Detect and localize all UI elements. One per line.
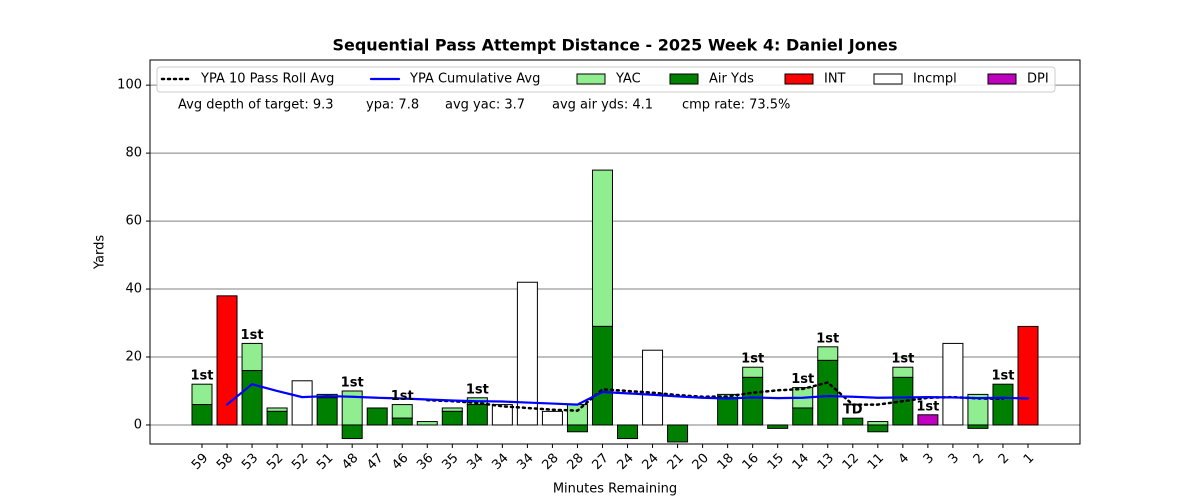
bar <box>867 424 889 433</box>
bar <box>867 421 889 426</box>
y-tick-label: 60 <box>125 214 142 229</box>
legend-box <box>156 66 1056 93</box>
bar-label: TD <box>843 403 863 418</box>
bar <box>291 380 313 426</box>
legend-label: DPI <box>1027 72 1049 87</box>
bar <box>241 342 263 372</box>
bar <box>591 325 613 426</box>
stat-text: cmp rate: 73.5% <box>682 98 790 113</box>
y-tick-label: 20 <box>125 350 142 365</box>
legend-label: Incmpl <box>913 72 957 87</box>
bar <box>216 295 238 426</box>
legend-swatch <box>784 73 814 85</box>
bar <box>942 342 964 426</box>
legend-label: YPA Cumulative Avg <box>409 72 540 87</box>
bar-label: 1st <box>341 375 364 390</box>
legend-swatch <box>873 73 903 85</box>
bar-label: 1st <box>891 352 914 367</box>
stat-text: avg yac: 3.7 <box>445 98 525 113</box>
bar <box>441 410 463 426</box>
bar <box>466 404 488 426</box>
bar <box>742 366 764 378</box>
y-tick-label: 0 <box>134 417 142 432</box>
bar <box>441 407 463 412</box>
bar <box>967 424 989 429</box>
bar <box>992 383 1014 426</box>
legend-swatch <box>576 73 606 85</box>
stat-text: Avg depth of target: 9.3 <box>178 98 334 113</box>
bar <box>642 349 664 426</box>
x-axis-label: Minutes Remaining <box>553 482 677 497</box>
line-series <box>426 381 1005 412</box>
y-tick-label: 100 <box>117 78 142 93</box>
bar <box>742 376 764 426</box>
line-series <box>225 382 1030 406</box>
bar-label: 1st <box>791 372 814 387</box>
bar <box>767 424 789 429</box>
bar-label: 1st <box>816 331 839 346</box>
bar <box>667 424 689 443</box>
legend-label: INT <box>824 72 846 87</box>
legend-swatch <box>669 73 699 85</box>
bar <box>316 397 338 426</box>
bar-label: 1st <box>916 399 939 414</box>
bar <box>516 281 538 426</box>
bar <box>191 383 213 406</box>
bar <box>591 169 613 327</box>
bar <box>266 410 288 426</box>
stat-text: ypa: 7.8 <box>366 98 419 113</box>
bar <box>266 407 288 412</box>
bar <box>541 410 563 426</box>
bar <box>892 366 914 378</box>
bar <box>391 417 413 426</box>
bar <box>241 370 263 426</box>
bar <box>566 404 588 426</box>
bar <box>491 404 513 426</box>
stat-text: avg air yds: 4.1 <box>552 98 653 113</box>
legend-label: Air Yds <box>709 72 754 87</box>
bar <box>566 424 588 433</box>
legend-label: YAC <box>615 72 641 87</box>
legend-label: YPA 10 Pass Roll Avg <box>200 72 334 87</box>
bar-label: 1st <box>191 369 214 384</box>
bar <box>341 424 363 440</box>
bar <box>717 397 739 426</box>
bar <box>1017 325 1039 426</box>
bar <box>817 346 839 361</box>
bar <box>391 404 413 419</box>
bar <box>617 424 639 440</box>
chart-title: Sequential Pass Attempt Distance - 2025 … <box>332 36 897 55</box>
bar-label: 1st <box>241 328 264 343</box>
bar <box>366 407 388 426</box>
y-axis-label: Yards <box>93 235 108 270</box>
plot-frame <box>149 59 1081 445</box>
bar-label: 1st <box>391 389 414 404</box>
legend-swatch <box>987 73 1017 85</box>
bar <box>792 407 814 426</box>
bar <box>842 417 864 426</box>
y-tick-label: 40 <box>125 282 142 297</box>
bar <box>191 404 213 426</box>
y-tick-label: 80 <box>125 146 142 161</box>
bar-label: 1st <box>466 382 489 397</box>
bar <box>416 421 438 426</box>
bar <box>917 414 939 426</box>
bar-label: 1st <box>991 369 1014 384</box>
bar-label: 1st <box>741 352 764 367</box>
bar <box>817 359 839 426</box>
